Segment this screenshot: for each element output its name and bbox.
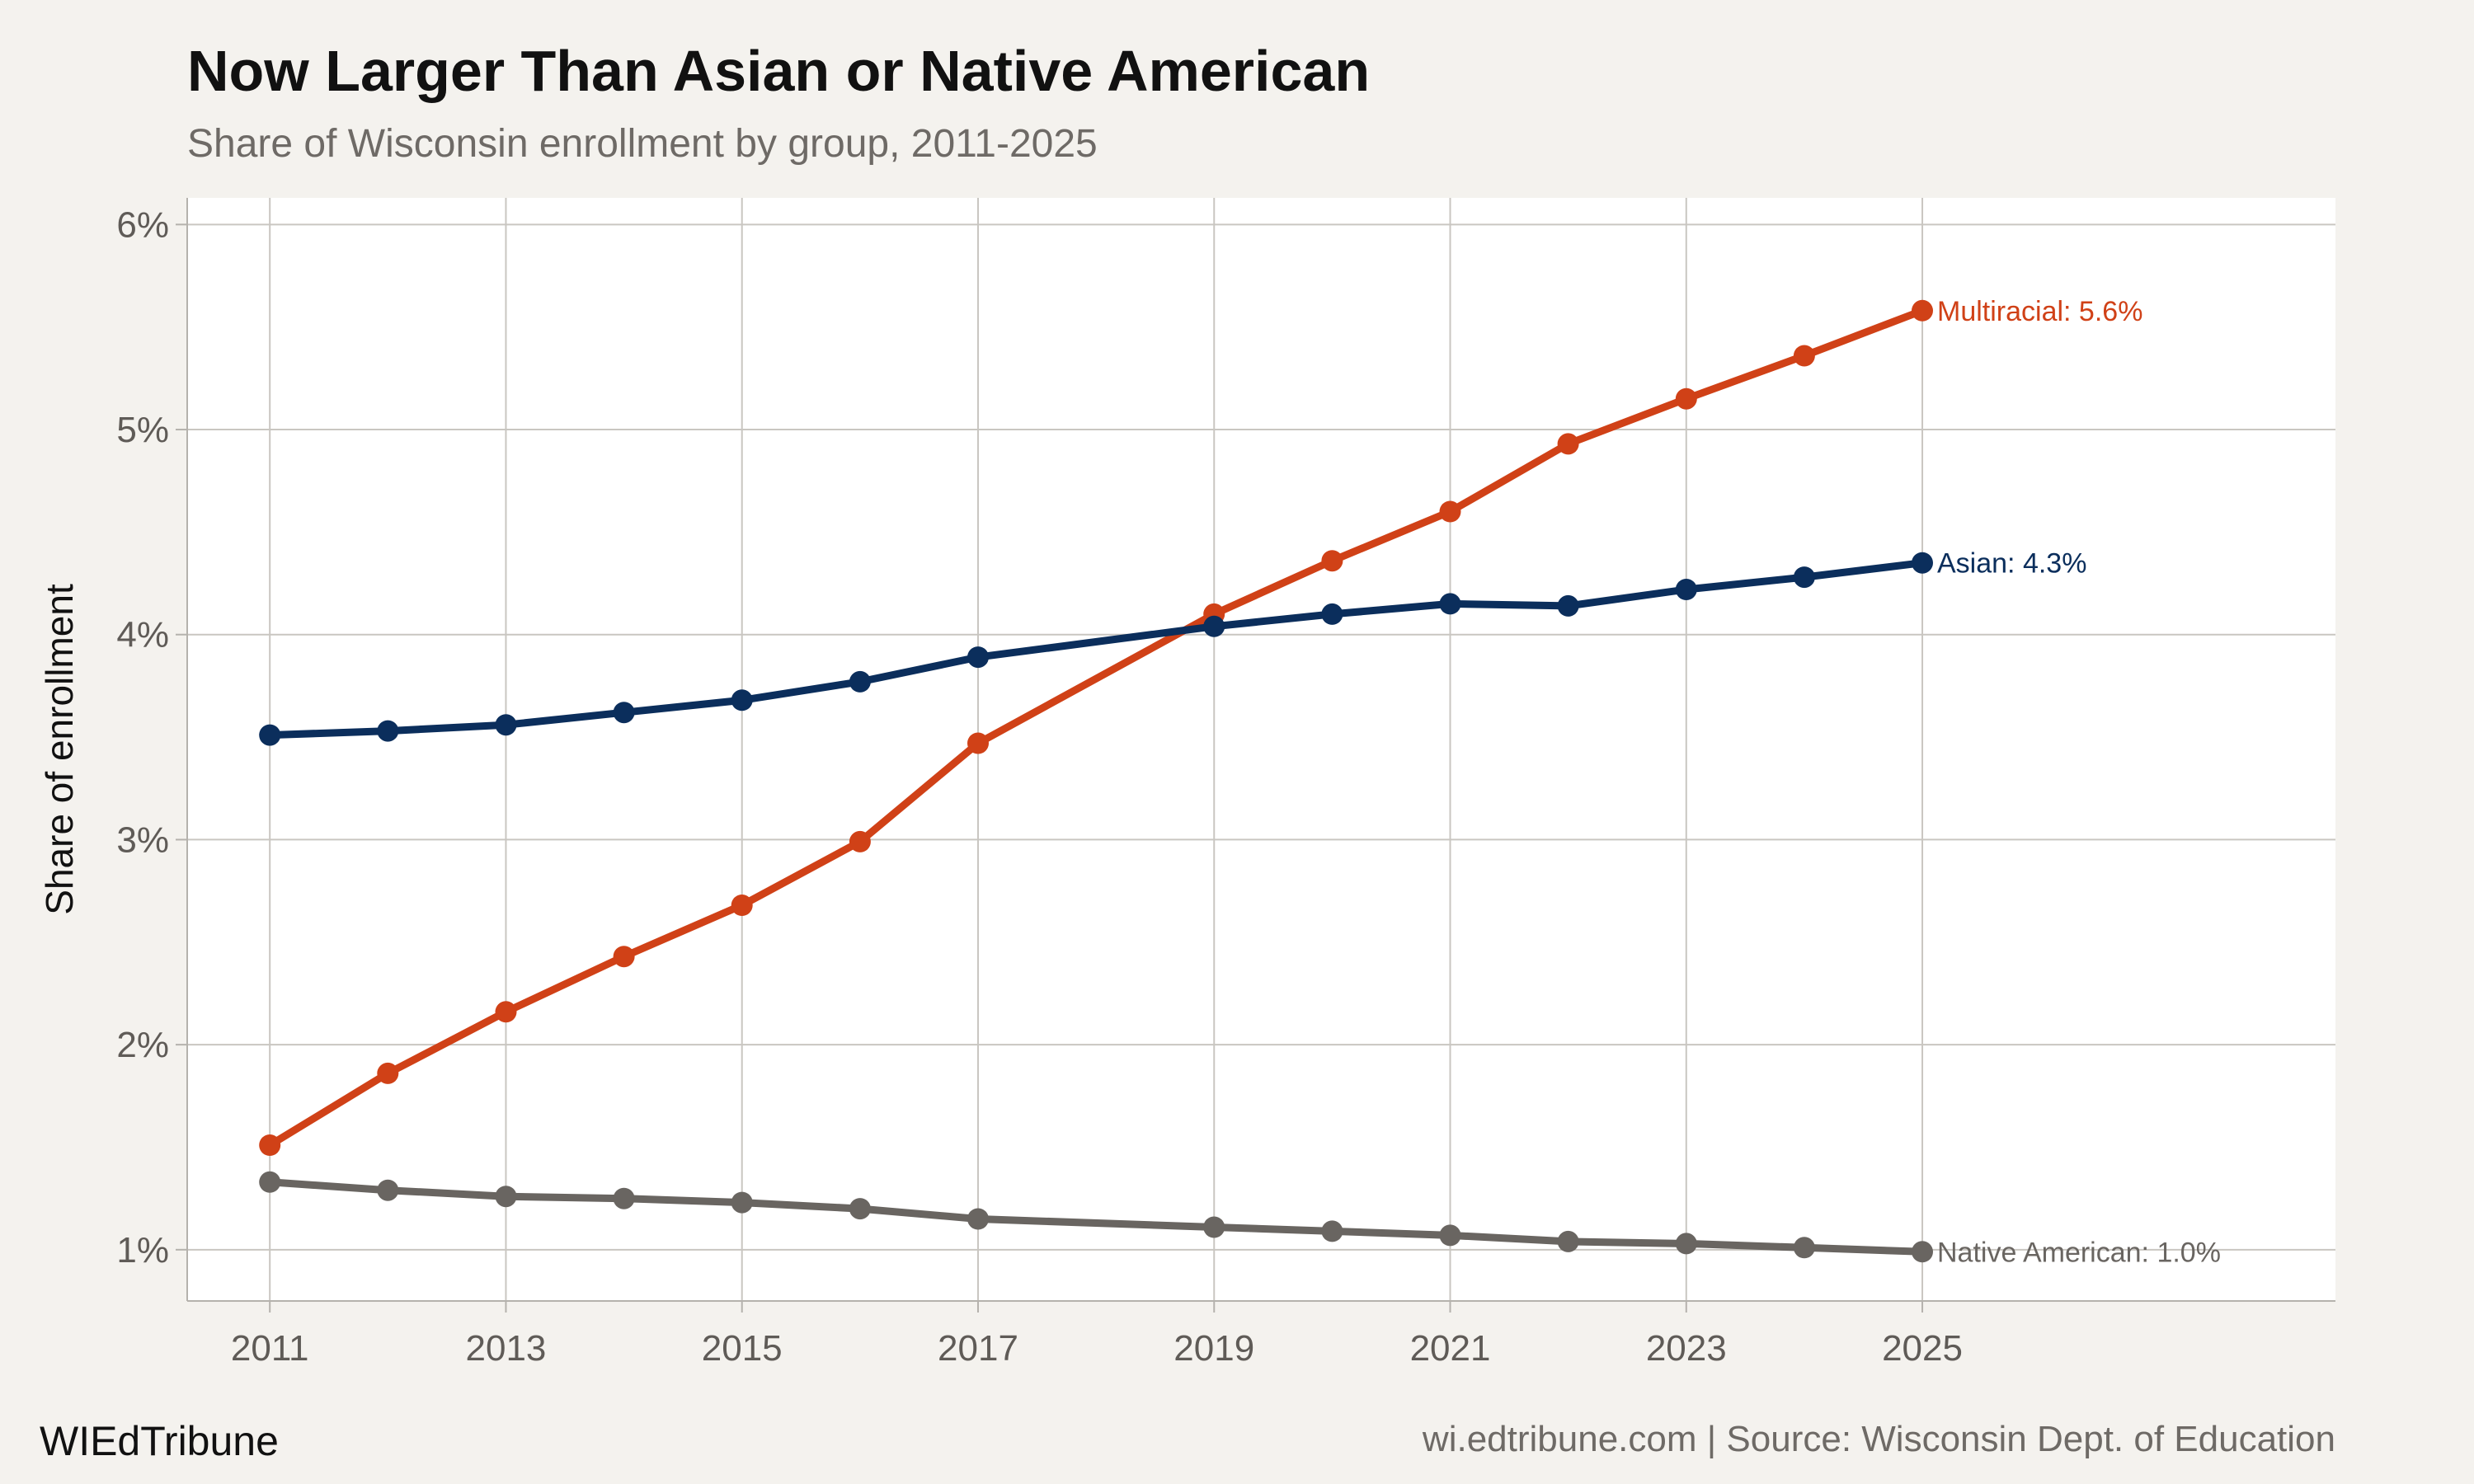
asian-line [266, 559, 1926, 740]
asian-point-2024 [1793, 566, 1815, 589]
multiracial-line [266, 307, 1926, 1149]
y-axis-label: Share of enrollment [38, 584, 81, 915]
multiracial-point-2025 [1912, 299, 1933, 322]
multiracial-point-2013 [495, 1001, 517, 1023]
multiracial-point-2011 [259, 1134, 281, 1156]
asian-point-2013 [495, 714, 517, 736]
native-american-point-2014 [613, 1187, 635, 1209]
x-tick-label-3: 2017 [938, 1328, 1018, 1369]
multiracial-point-2024 [1793, 345, 1815, 367]
x-tick-label-6: 2023 [1646, 1328, 1727, 1369]
asian-end-label: Asian: 4.3% [1937, 548, 2086, 580]
asian-point-2025 [1912, 552, 1933, 574]
multiracial-point-2023 [1675, 387, 1697, 410]
multiracial-point-2017 [967, 732, 989, 754]
multiracial-point-2020 [1321, 550, 1343, 572]
asian-point-2017 [967, 646, 989, 669]
x-tick-label-7: 2025 [1882, 1328, 1963, 1369]
native-american-point-2016 [849, 1198, 871, 1220]
asian-point-2014 [613, 702, 635, 724]
asian-point-2019 [1203, 615, 1225, 637]
x-tick-label-0: 2011 [231, 1328, 309, 1369]
y-tick-label-4: 5% [116, 410, 169, 450]
native-american-point-2013 [495, 1186, 517, 1208]
multiracial-point-2012 [377, 1062, 399, 1084]
source-caption: wi.edtribune.com | Source: Wisconsin Dep… [1422, 1419, 2335, 1459]
y-tick-label-1: 2% [116, 1025, 169, 1065]
x-tick-label-4: 2019 [1174, 1328, 1254, 1369]
y-tick-label-2: 3% [116, 819, 169, 860]
native-american-point-2022 [1557, 1230, 1579, 1252]
asian-point-2022 [1557, 594, 1579, 617]
series-end-labels: Multiracial: 5.6% Asian: 4.3% Native Ameri… [1937, 296, 2221, 1269]
native-american-point-2015 [731, 1191, 753, 1214]
multiracial-point-2015 [731, 895, 753, 916]
multiracial-point-2014 [613, 946, 635, 968]
asian-point-2020 [1321, 603, 1343, 625]
native-american-point-2012 [377, 1179, 399, 1201]
asian-point-2016 [849, 670, 871, 693]
y-tick-label-3: 4% [116, 615, 169, 655]
tick-labels: 1% 2% 3% 4% 5% 6% 2011 2013 2015 2017 2019 2021 2023… [116, 204, 1963, 1369]
grid-lines [187, 198, 2335, 1301]
native-american-point-2024 [1793, 1237, 1815, 1259]
brand-logo-text: WIEdTribune [40, 1418, 279, 1464]
y-tick-label-0: 1% [116, 1230, 169, 1270]
native-american-point-2023 [1675, 1233, 1697, 1255]
asian-point-2011 [259, 724, 281, 746]
multiracial-point-2022 [1557, 433, 1579, 455]
x-tick-label-1: 2013 [466, 1328, 547, 1369]
asian-point-2023 [1675, 579, 1697, 600]
x-tick-label-2: 2015 [702, 1328, 783, 1369]
native-american-line [266, 1178, 1926, 1256]
multiracial-point-2016 [849, 830, 871, 852]
multiracial-point-2021 [1439, 500, 1461, 523]
x-tick-label-5: 2021 [1410, 1328, 1491, 1369]
asian-point-2021 [1439, 593, 1461, 615]
asian-point-2012 [377, 720, 399, 742]
series-lines [259, 299, 1933, 1263]
native-american-end-label: Native American: 1.0% [1937, 1237, 2221, 1268]
native-american-point-2019 [1203, 1216, 1225, 1238]
multiracial-end-label: Multiracial: 5.6% [1937, 296, 2142, 327]
native-american-point-2025 [1912, 1241, 1933, 1263]
plot-panel [187, 198, 2335, 1301]
asian-point-2015 [731, 689, 753, 711]
y-tick-label-5: 6% [116, 204, 169, 245]
chart-subtitle: Share of Wisconsin enrollment by group, … [187, 122, 1098, 166]
native-american-point-2011 [259, 1171, 281, 1193]
native-american-point-2020 [1321, 1220, 1343, 1242]
native-american-point-2017 [967, 1208, 989, 1230]
axes [186, 198, 2335, 1302]
native-american-point-2021 [1439, 1224, 1461, 1247]
chart-title: Now Larger Than Asian or Native American [187, 39, 1370, 103]
